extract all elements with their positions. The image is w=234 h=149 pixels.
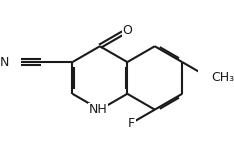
Text: CH₃: CH₃ <box>211 71 234 84</box>
Text: F: F <box>128 117 135 130</box>
Text: O: O <box>122 24 132 37</box>
Text: NH: NH <box>89 103 108 116</box>
Text: N: N <box>0 56 9 69</box>
